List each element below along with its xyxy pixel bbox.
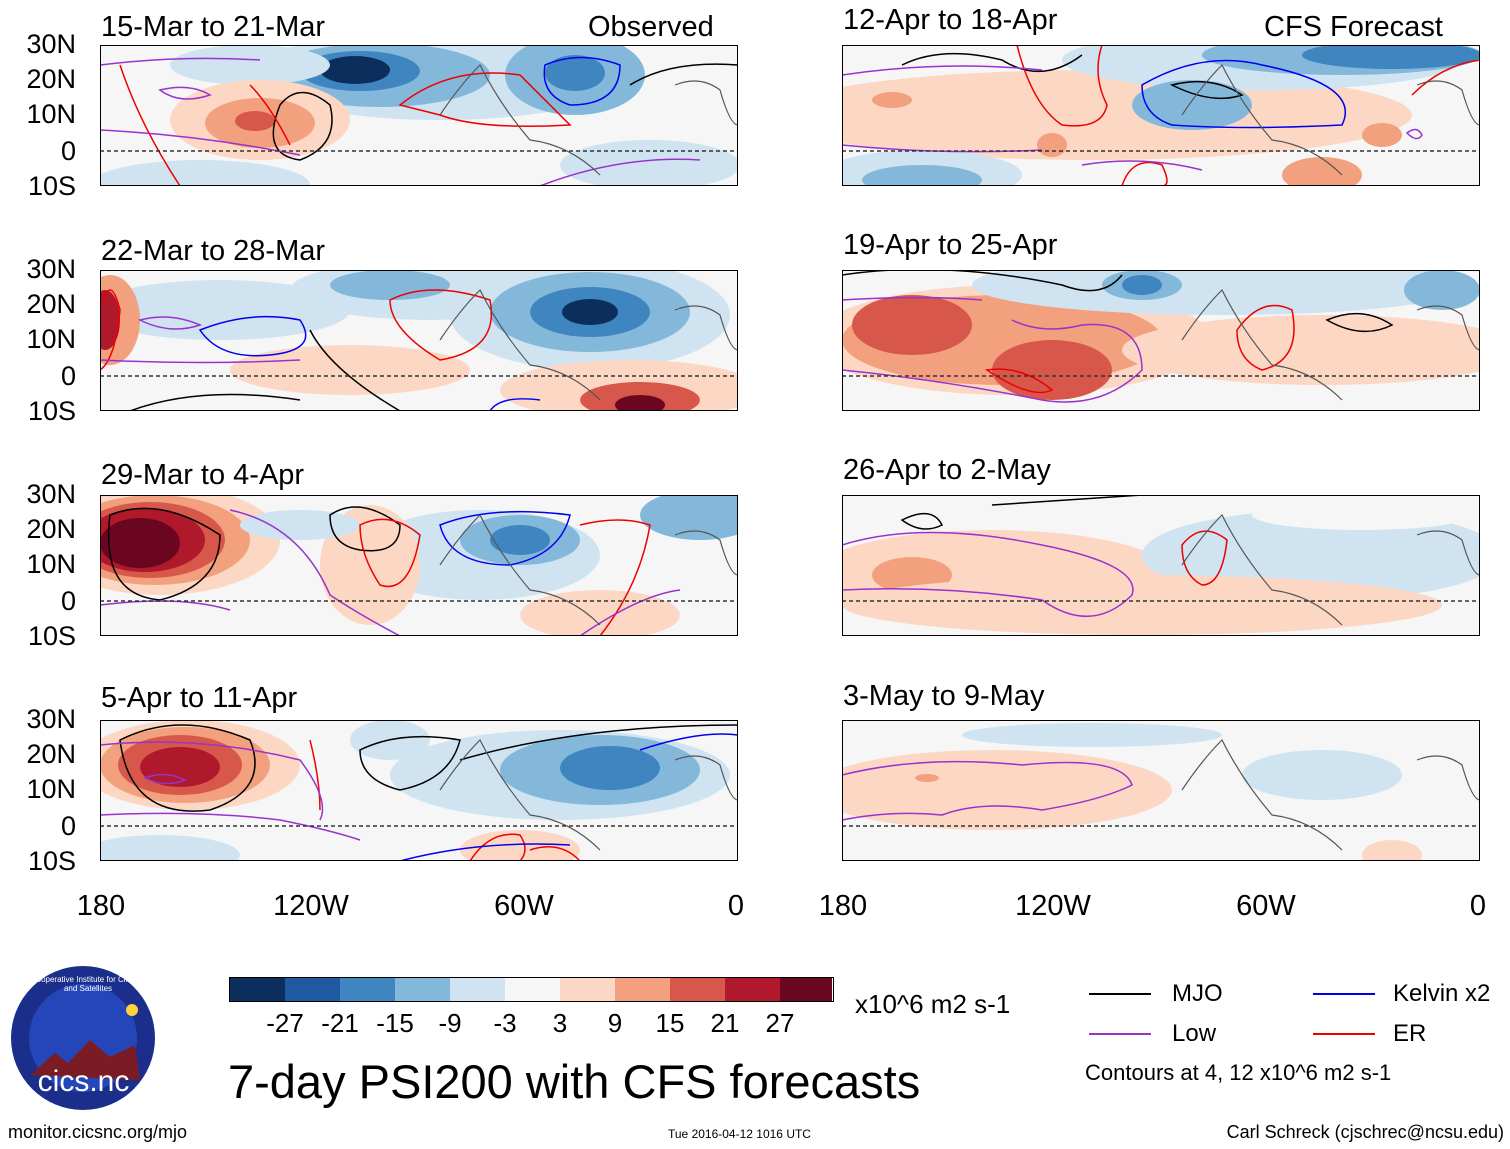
lon-label: 120W [273, 890, 349, 922]
colorbar-swatch [395, 978, 450, 1001]
lat-label: 10N [26, 549, 76, 579]
panel-title: 29-Mar to 4-Apr [101, 459, 305, 491]
logo-emblem [11, 966, 155, 1110]
lon-label: 60W [494, 890, 554, 922]
cics-logo: cics.nc Cooperative Institute for Climat… [10, 965, 157, 1112]
panel-title: 3-May to 9-May [843, 680, 1045, 712]
footer-timestamp: Tue 2016-04-12 1016 UTC [668, 1127, 811, 1141]
map-plot [842, 45, 1480, 186]
map-plot [100, 270, 738, 411]
map-plot [842, 495, 1480, 636]
colorbar-swatch [560, 978, 615, 1001]
lat-label: 20N [26, 514, 76, 544]
legend-label-er: ER [1393, 1020, 1427, 1047]
colorbar-tick: 9 [607, 1008, 623, 1038]
lat-label: 30N [26, 704, 76, 734]
colorbar-tick: -15 [376, 1008, 414, 1038]
logo-text: cics.nc [37, 1065, 130, 1098]
colorbar-swatch [670, 978, 725, 1001]
colorbar-swatch [230, 978, 285, 1001]
colorbar-units: x10^6 m2 s-1 [855, 989, 1011, 1019]
map-plot [100, 495, 738, 636]
lat-label: 10S [27, 846, 76, 876]
lon-label: 60W [1236, 890, 1296, 922]
footer-author: Carl Schreck (cjschrec@ncsu.edu) [1226, 1122, 1504, 1142]
legend-label-mjo: MJO [1172, 980, 1223, 1007]
colorbar-swatch [450, 978, 505, 1001]
lon-label: 0 [1469, 890, 1487, 922]
colorbar-tick: 21 [710, 1008, 740, 1038]
colorbar-tick: -27 [266, 1008, 304, 1038]
lat-label: 20N [26, 739, 76, 769]
colorbar-tick: -3 [493, 1008, 517, 1038]
legend-line-er [1313, 1033, 1375, 1035]
legend-note: Contours at 4, 12 x10^6 m2 s-1 [1085, 1060, 1392, 1085]
map-plot [842, 270, 1480, 411]
colorbar-swatch [725, 978, 780, 1001]
panel-title: 12-Apr to 18-Apr [843, 4, 1058, 36]
lat-label: 10N [26, 99, 76, 129]
colorbar-swatch [285, 978, 340, 1001]
colorbar-swatch [340, 978, 395, 1001]
colorbar-tick: 3 [552, 1008, 568, 1038]
lon-label: 120W [1015, 890, 1091, 922]
map-plot [100, 45, 738, 186]
main-title: 7-day PSI200 with CFS forecasts [228, 1055, 921, 1108]
colorbar-tick: -21 [321, 1008, 359, 1038]
lat-label: 30N [26, 29, 76, 59]
lon-label: 0 [727, 890, 745, 922]
lat-label: 30N [26, 479, 76, 509]
lat-label: 10S [27, 621, 76, 651]
colorbar-swatch [505, 978, 560, 1001]
colorbar-tick: 27 [765, 1008, 795, 1038]
colorbar-frame [229, 977, 834, 1002]
legend-line-low [1089, 1033, 1151, 1035]
colorbar-swatch [780, 978, 832, 1001]
panel-title: 26-Apr to 2-May [843, 454, 1051, 486]
legend-line-kelvin [1313, 993, 1375, 995]
lat-label: 0 [60, 811, 76, 841]
legend-line-mjo [1089, 993, 1151, 995]
lat-label: 0 [60, 586, 76, 616]
lat-label: 10S [27, 171, 76, 201]
panel-title: 19-Apr to 25-Apr [843, 229, 1058, 261]
colorbar-tick: -9 [438, 1008, 462, 1038]
lat-label: 0 [60, 361, 76, 391]
footer-url[interactable]: monitor.cicsnc.org/mjo [8, 1122, 188, 1142]
colorbar-swatch [615, 978, 670, 1001]
lat-label: 10N [26, 774, 76, 804]
lon-label: 180 [76, 890, 126, 922]
panel-type-label: Observed [588, 11, 714, 43]
map-plot [100, 720, 738, 861]
legend-label-kelvin: Kelvin x2 [1393, 980, 1491, 1007]
panel-title: 22-Mar to 28-Mar [101, 235, 326, 267]
lat-label: 0 [60, 136, 76, 166]
panel-title: 5-Apr to 11-Apr [101, 682, 298, 714]
panel-title: 15-Mar to 21-Mar [101, 11, 326, 43]
lat-label: 30N [26, 254, 76, 284]
lon-label: 180 [818, 890, 868, 922]
lat-label: 20N [26, 64, 76, 94]
logo-ring-text: Cooperative Institute for Climate and Sa… [30, 975, 146, 993]
colorbar-tick: 15 [655, 1008, 685, 1038]
map-plot [842, 720, 1480, 861]
lat-label: 20N [26, 289, 76, 319]
lat-label: 10N [26, 324, 76, 354]
legend-label-low: Low [1172, 1020, 1217, 1047]
panel-type-label: CFS Forecast [1264, 11, 1443, 43]
lat-label: 10S [27, 396, 76, 426]
